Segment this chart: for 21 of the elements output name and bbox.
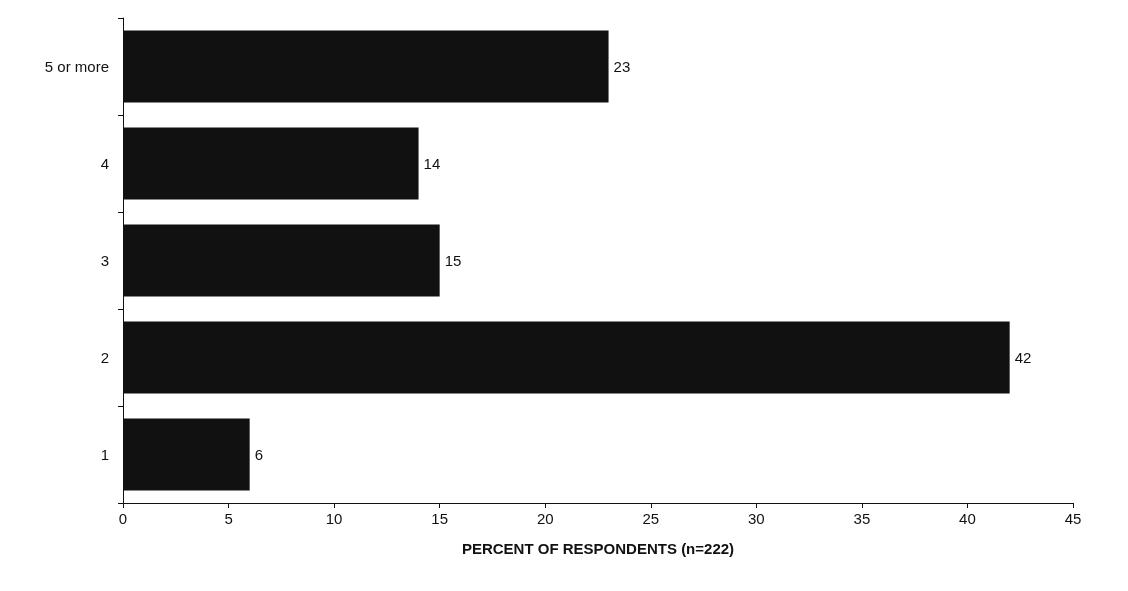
data-label: 42 <box>1014 349 1032 366</box>
x-tick-label: 10 <box>325 510 343 527</box>
x-tick-label: 40 <box>959 510 976 527</box>
y-tick-label: 1 <box>100 446 109 463</box>
x-axis-title: PERCENT OF RESPONDENTS (n=222) <box>461 540 735 557</box>
data-label: 23 <box>613 58 631 75</box>
x-tick-label: 30 <box>747 510 765 527</box>
x-tick-label: 15 <box>431 510 449 527</box>
x-tick-label: 0 <box>118 510 128 527</box>
y-tick-label: 4 <box>100 155 109 172</box>
y-tick-label: 5 or more <box>44 58 109 75</box>
y-tick-label: 3 <box>100 252 109 269</box>
data-label: 14 <box>423 155 441 172</box>
data-label: 6 <box>254 446 264 463</box>
data-label: 15 <box>444 252 462 269</box>
x-tick-label: 35 <box>853 510 871 527</box>
x-tick-label: 45 <box>1064 510 1082 527</box>
x-tick-label: 25 <box>642 510 660 527</box>
y-tick-label: 2 <box>100 349 109 366</box>
x-tick-label: 20 <box>536 510 554 527</box>
x-tick-label: 5 <box>224 510 233 527</box>
